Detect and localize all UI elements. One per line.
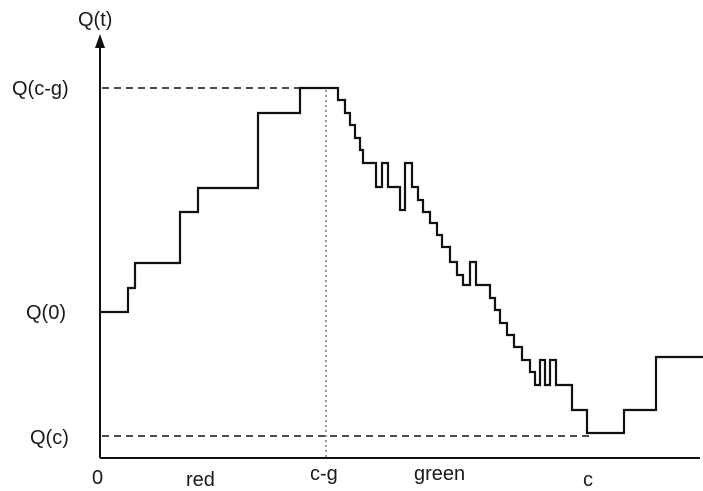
y-label-q-cg: Q(c-g) xyxy=(12,78,69,100)
y-axis xyxy=(95,34,105,458)
x-label-c: c xyxy=(583,469,593,491)
x-label-red: red xyxy=(186,469,215,491)
y-label-q-c: Q(c) xyxy=(30,427,69,449)
y-label-q-0: Q(0) xyxy=(26,302,66,324)
queue-length-curve xyxy=(100,86,703,435)
x-label-green: green xyxy=(414,463,465,485)
x-label-zero: 0 xyxy=(92,467,103,489)
x-label-cg: c-g xyxy=(310,463,338,485)
y-axis-title: Q(t) xyxy=(78,9,112,31)
